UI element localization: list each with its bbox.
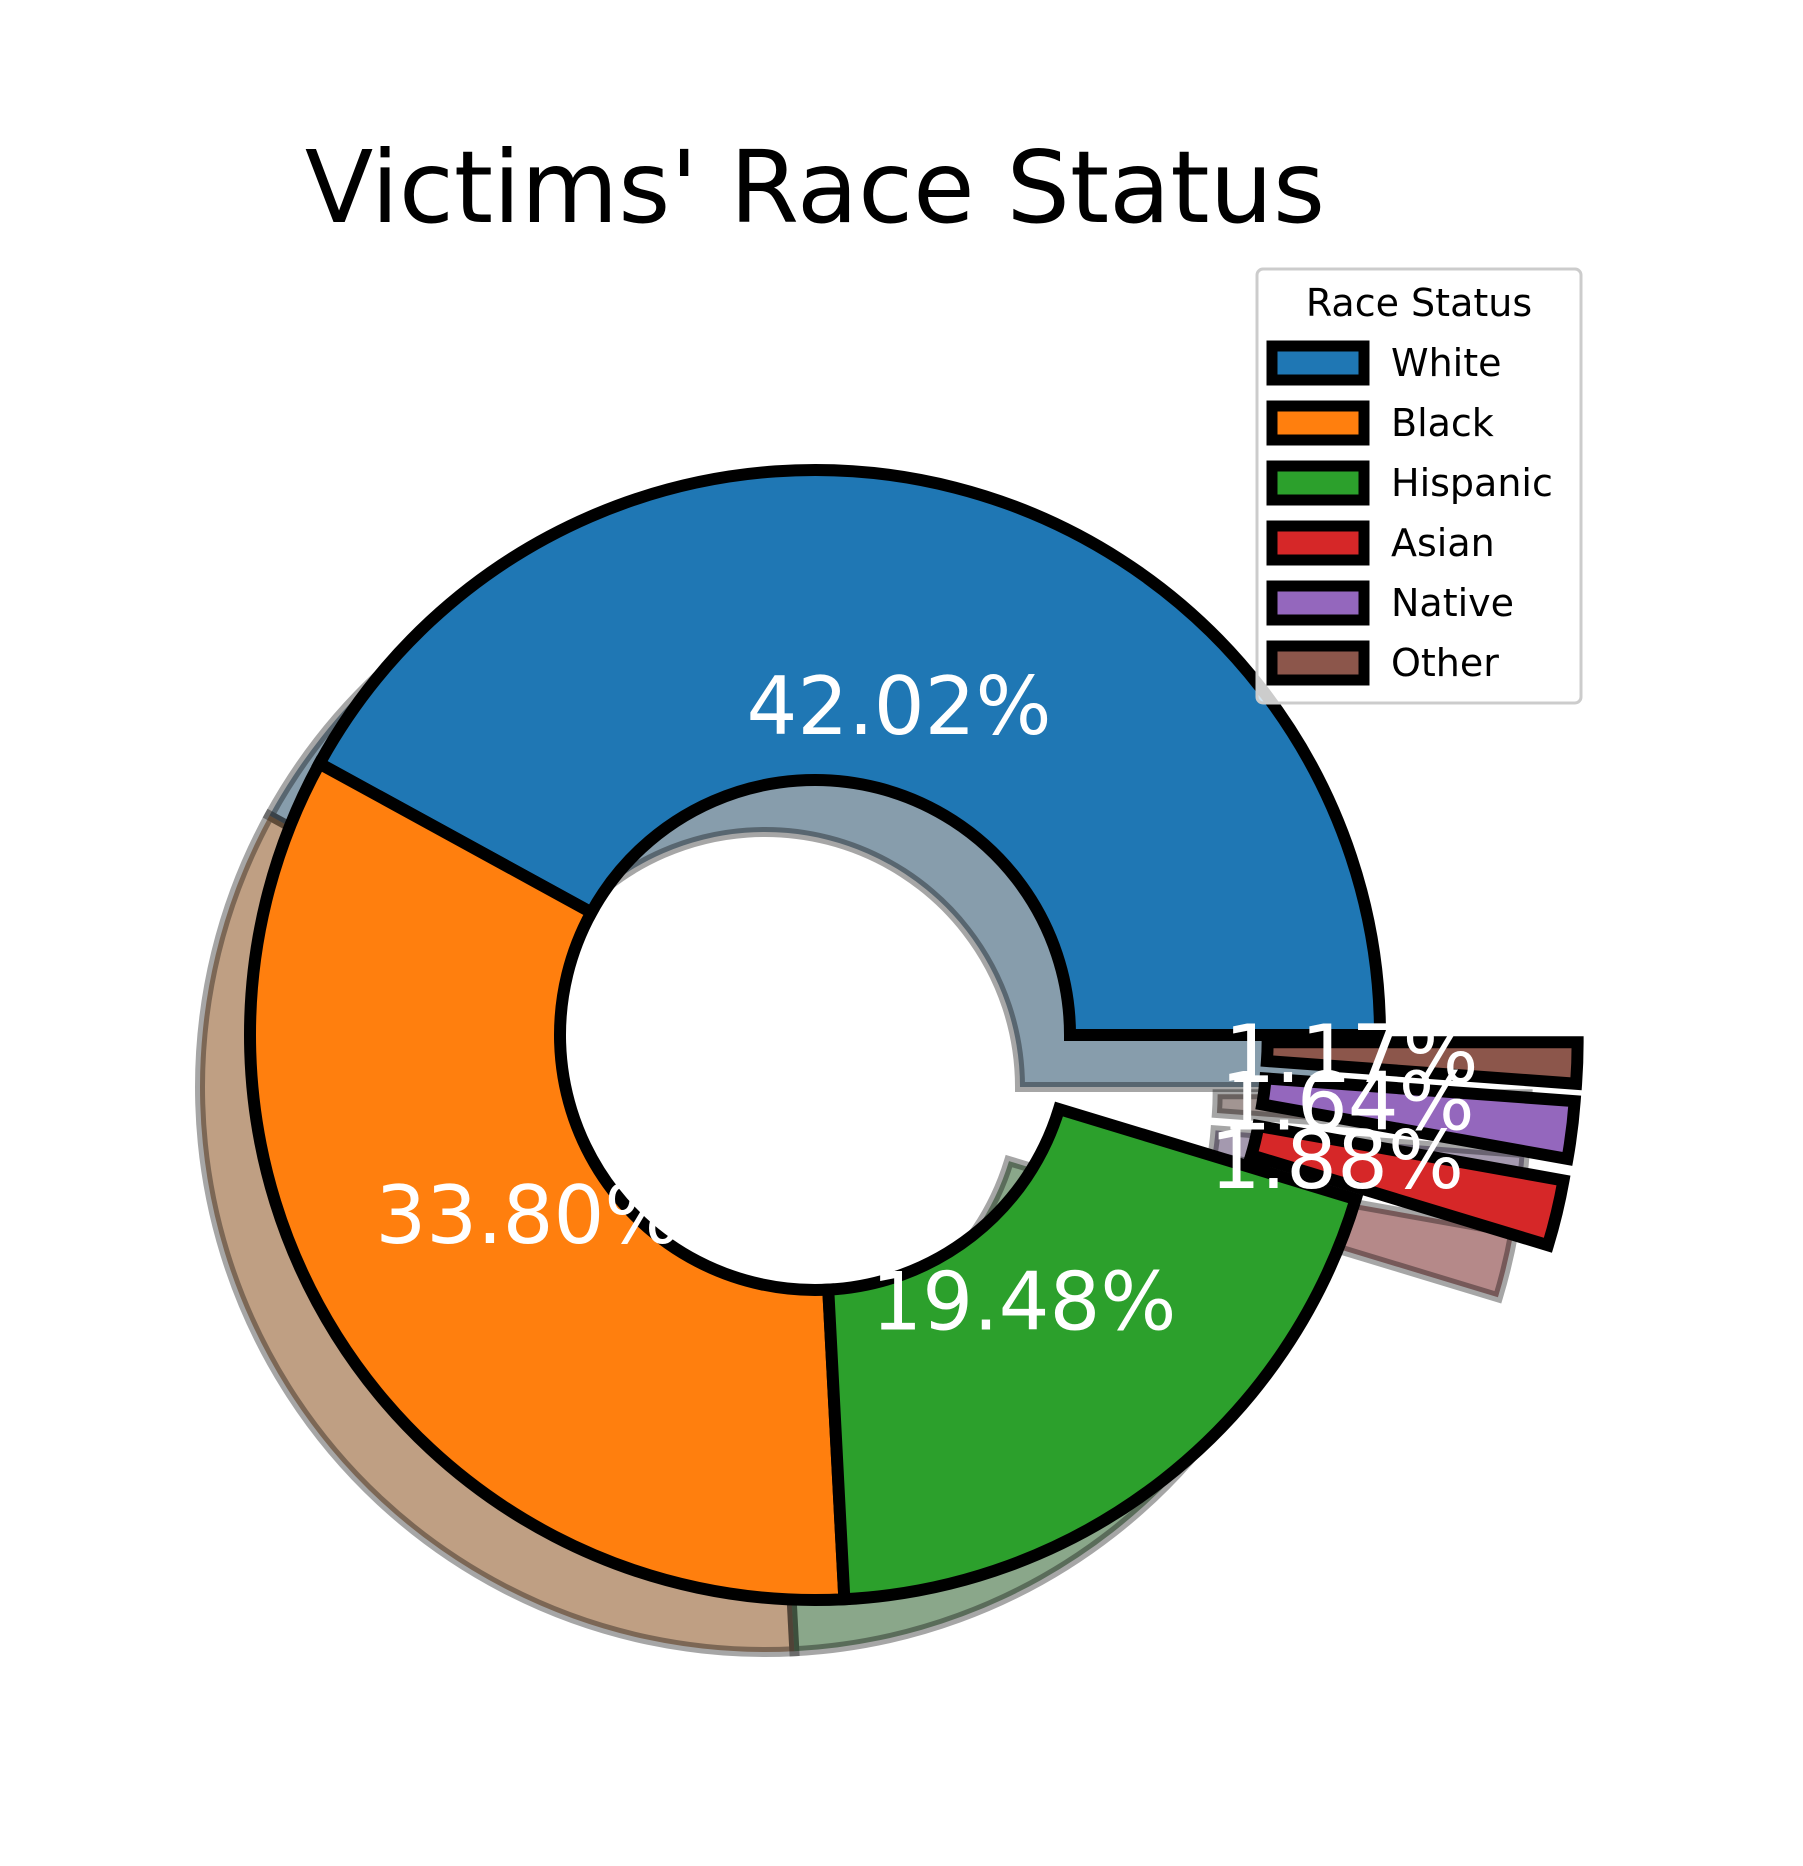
legend-label-white: White: [1391, 341, 1502, 385]
legend-swatch-white: [1266, 340, 1370, 386]
chart-title: Victims' Race Status: [305, 129, 1325, 246]
legend-swatch-asian: [1266, 520, 1370, 566]
label-other: 1.17%: [1224, 1008, 1478, 1101]
slice-other: [1260, 1036, 1584, 1091]
label-asian: 1.88%: [1210, 1114, 1464, 1207]
slice-hispanic: [821, 1101, 1364, 1606]
legend-label-hispanic: Hispanic: [1391, 461, 1553, 505]
slice-white: [311, 464, 1387, 1041]
legend-swatch-native: [1266, 580, 1370, 626]
pie-slices: [244, 464, 1584, 1606]
label-black: 33.80%: [375, 1169, 680, 1262]
slice-asian: [1243, 1118, 1571, 1253]
legend-swatch-hispanic: [1266, 460, 1370, 506]
legend-swatch-black: [1266, 400, 1370, 446]
slice-black: [244, 755, 851, 1606]
label-native: 1.64%: [1220, 1055, 1474, 1148]
legend-label-native: Native: [1391, 581, 1514, 625]
legend-label-other: Other: [1391, 641, 1499, 685]
percent-labels: 42.02% 33.80% 19.48% 1.88%1.64%1.17%: [375, 660, 1478, 1348]
legend-items: White Black Hispanic Asian Native Other: [1266, 340, 1553, 686]
label-hispanic: 19.48%: [871, 1255, 1176, 1348]
slice-native: [1255, 1071, 1582, 1166]
label-white: 42.02%: [747, 660, 1052, 753]
legend-label-asian: Asian: [1391, 521, 1495, 565]
legend-swatch-other: [1266, 640, 1370, 686]
legend: Race Status White Black Hispanic Asian Nativ…: [1255, 267, 1583, 705]
legend-title: Race Status: [1306, 281, 1532, 325]
legend-label-black: Black: [1391, 401, 1494, 445]
